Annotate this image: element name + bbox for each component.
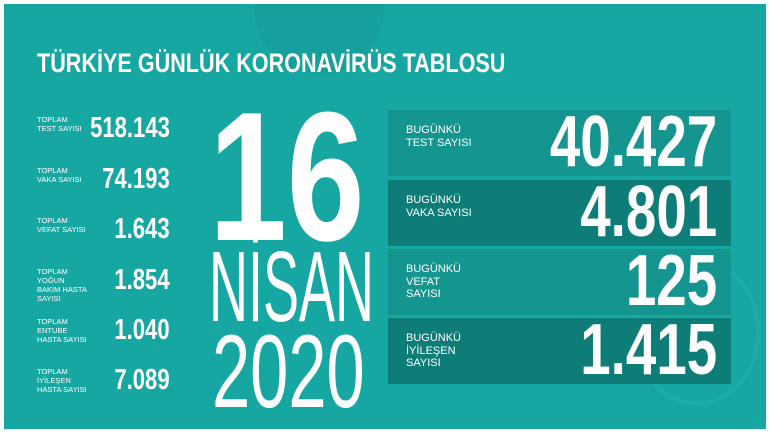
today-label: BUGÜNKÜ İYİLEŞEN SAYISI [406,332,462,369]
total-test: TOPLAM TEST SAYISI 518.143 [37,112,170,155]
today-value: 40.427 [549,102,717,182]
total-label: TOPLAM ENTUBE HASTA SAYISI [37,317,87,344]
page-title: TÜRKİYE GÜNLÜK KORONAVİRÜS TABLOSU [37,48,506,78]
total-value: 518.143 [90,112,170,144]
today-value: 4.801 [580,172,717,252]
total-cases: TOPLAM VAKA SAYISI 74.193 [37,163,170,206]
today-label: BUGÜNKÜ VAKA SAYISI [406,194,472,219]
total-label: TOPLAM TEST SAYISI [37,115,82,133]
today-label: BUGÜNKÜ VEFAT SAYISI [406,263,462,300]
total-deaths: TOPLAM VEFAT SAYISI 1.643 [37,213,170,256]
today-cases-box: BUGÜNKÜ VAKA SAYISI 4.801 [388,176,731,248]
total-intubated: TOPLAM ENTUBE HASTA SAYISI 1.040 [37,314,170,357]
today-value: 1.415 [580,310,717,390]
date-month: NİSAN [209,231,375,343]
total-label: TOPLAM YOĞUN BAKIM HASTA SAYISI [37,267,87,303]
total-value: 1.854 [114,264,170,296]
infographic: TÜRKİYE GÜNLÜK KORONAVİRÜS TABLOSU TOPLA… [4,4,766,429]
total-value: 7.089 [114,364,170,396]
total-recovered: TOPLAM İYİLEŞEN HASTA SAYISI 7.089 [37,364,170,407]
total-value: 74.193 [102,163,170,195]
total-label: TOPLAM VEFAT SAYISI [37,216,86,234]
today-test-box: BUGÜNKÜ TEST SAYISI 40.427 [388,106,731,178]
today-deaths-box: BUGÜNKÜ VEFAT SAYISI 125 [388,245,731,317]
total-value: 1.040 [114,314,170,346]
today-value: 125 [625,241,717,321]
date-year: 2020 [212,314,365,429]
total-label: TOPLAM İYİLEŞEN HASTA SAYISI [37,367,87,394]
total-value: 1.643 [114,213,170,245]
today-recovered-box: BUGÜNKÜ İYİLEŞEN SAYISI 1.415 [388,314,731,386]
total-label: TOPLAM VAKA SAYISI [37,166,82,184]
date-day: 16 [209,73,365,279]
today-label: BUGÜNKÜ TEST SAYISI [406,124,472,149]
total-intensive-care: TOPLAM YOĞUN BAKIM HASTA SAYISI 1.854 [37,264,170,307]
